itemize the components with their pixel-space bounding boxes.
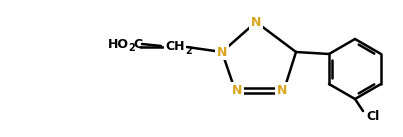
Text: N: N	[277, 83, 287, 96]
Text: 2: 2	[128, 43, 135, 53]
Text: C: C	[133, 38, 142, 51]
Text: HO: HO	[108, 38, 129, 51]
Text: Cl: Cl	[366, 111, 380, 123]
Text: 2: 2	[185, 46, 192, 56]
Text: N: N	[251, 15, 261, 28]
Text: N: N	[232, 83, 242, 96]
Text: N: N	[217, 45, 227, 58]
Text: CH: CH	[165, 41, 185, 54]
